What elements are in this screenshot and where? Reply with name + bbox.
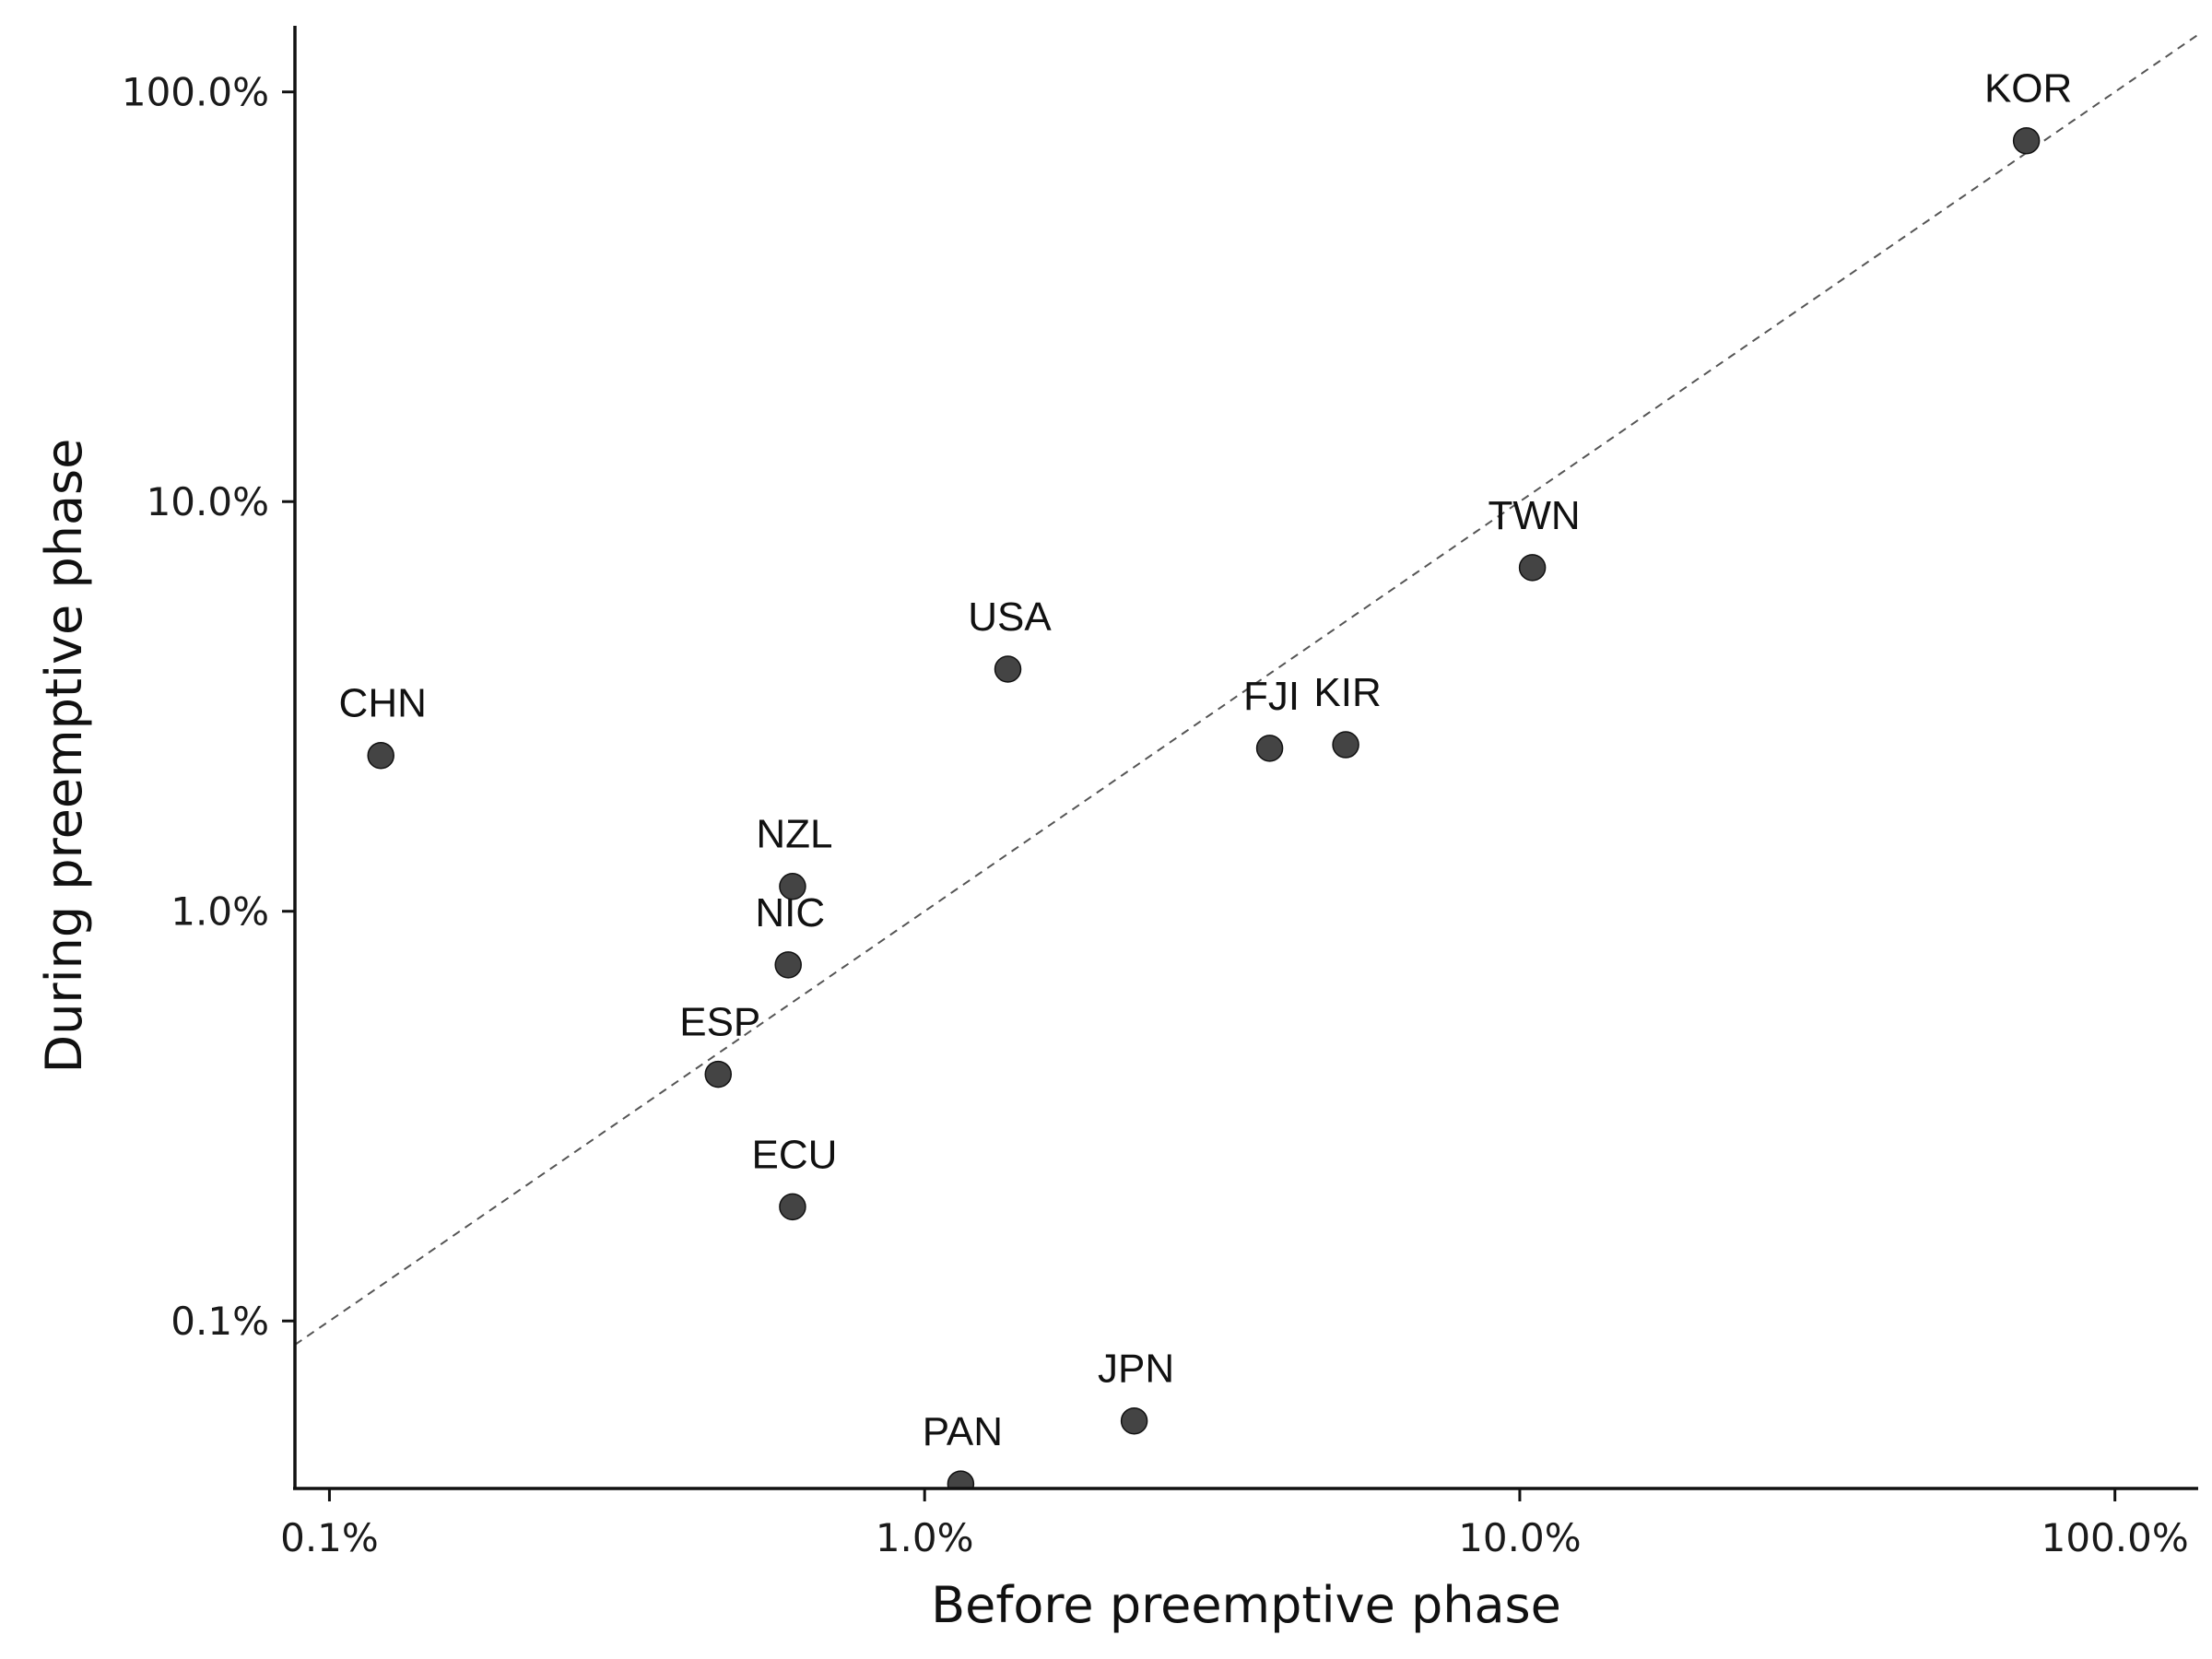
point-label-chn: CHN xyxy=(339,681,427,726)
y-axis-ticks: 0.1% 1.0% 10.0% 100.0% xyxy=(122,70,295,1344)
x-tick-label: 1.0% xyxy=(876,1515,974,1560)
data-point-kor xyxy=(2012,126,2041,155)
point-label-kor: KOR xyxy=(1984,66,2072,112)
point-label-jpn: JPN xyxy=(1098,1347,1174,1392)
point-label-kir: KIR xyxy=(1313,670,1381,715)
point-label-usa: USA xyxy=(968,594,1052,640)
data-point-chn xyxy=(367,741,394,770)
data-point-jpn xyxy=(1120,1406,1148,1435)
y-tick-label: 100.0% xyxy=(122,70,269,115)
data-point-pan xyxy=(947,1470,975,1488)
point-label-fji: FJI xyxy=(1243,674,1300,719)
y-tick-label: 10.0% xyxy=(147,479,269,524)
y-tick-label: 0.1% xyxy=(171,1299,269,1344)
y-tick-label: 1.0% xyxy=(171,889,269,935)
x-tick-label: 10.0% xyxy=(1458,1515,1581,1560)
x-axis-title: Before preemptive phase xyxy=(931,1576,1561,1634)
x-axis-ticks: 0.1% 1.0% 10.0% 100.0% xyxy=(280,1488,2189,1560)
data-point-nic xyxy=(774,951,802,979)
point-label-ecu: ECU xyxy=(751,1132,837,1177)
data-point-nzl xyxy=(779,872,806,900)
point-label-nic: NIC xyxy=(755,890,825,935)
data-point-usa xyxy=(994,655,1022,683)
reference-line xyxy=(295,33,2198,1346)
point-labels-layer: KOR TWN USA CHN FJI KIR NZL NIC ESP ECU JPN PAN xyxy=(339,66,2073,1454)
point-label-twn: TWN xyxy=(1488,493,1581,538)
data-point-fji xyxy=(1255,735,1284,762)
data-point-esp xyxy=(704,1060,733,1088)
x-tick-label: 100.0% xyxy=(2041,1515,2189,1560)
point-label-pan: PAN xyxy=(923,1409,1003,1454)
point-label-esp: ESP xyxy=(679,1000,760,1045)
y-axis-title: During preemptive phase xyxy=(35,439,93,1074)
point-label-nzl: NZL xyxy=(756,812,832,857)
x-tick-label: 0.1% xyxy=(280,1515,379,1560)
data-point-twn xyxy=(1518,554,1547,582)
data-point-kir xyxy=(1332,731,1359,759)
data-point-ecu xyxy=(779,1193,806,1221)
points-layer xyxy=(367,126,2041,1488)
